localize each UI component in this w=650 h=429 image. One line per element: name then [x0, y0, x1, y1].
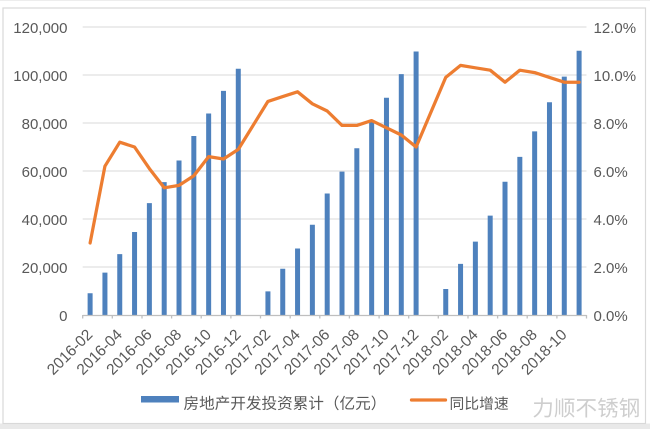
svg-text:120,000: 120,000 [13, 20, 67, 37]
svg-text:12.0%: 12.0% [594, 20, 637, 37]
svg-text:100,000: 100,000 [13, 68, 67, 85]
svg-text:40,000: 40,000 [22, 212, 68, 229]
svg-text:0.0%: 0.0% [594, 308, 628, 325]
svg-text:6.0%: 6.0% [594, 164, 628, 181]
svg-text:2.0%: 2.0% [594, 260, 628, 277]
svg-text:8.0%: 8.0% [594, 116, 628, 133]
svg-text:0: 0 [59, 308, 67, 325]
svg-text:20,000: 20,000 [22, 260, 68, 277]
svg-text:60,000: 60,000 [22, 164, 68, 181]
svg-text:10.0%: 10.0% [594, 68, 637, 85]
svg-text:80,000: 80,000 [22, 116, 68, 133]
svg-text:4.0%: 4.0% [594, 212, 628, 229]
